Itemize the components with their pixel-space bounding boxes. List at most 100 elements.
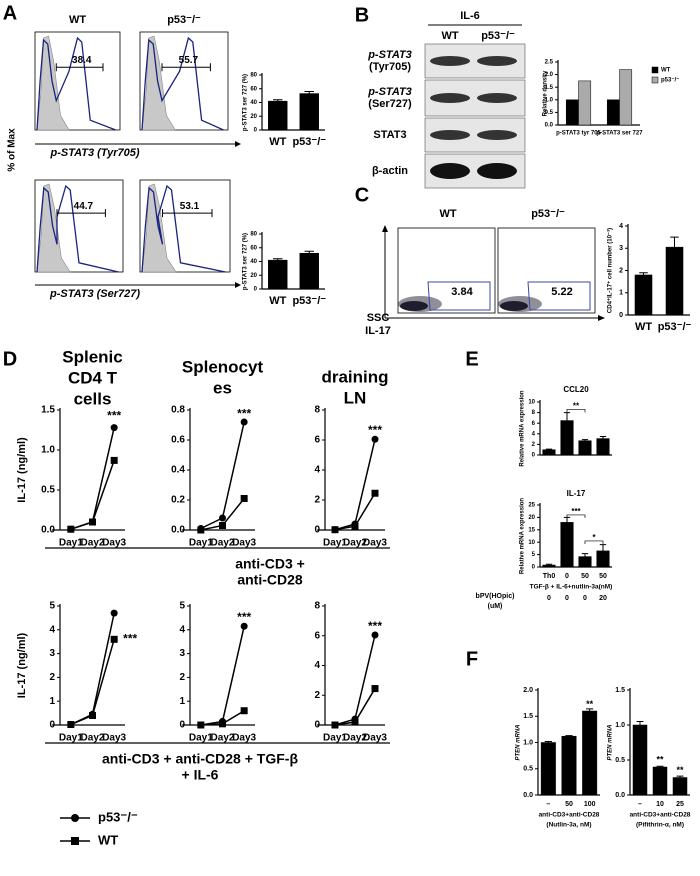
y-tick-label: 5 — [179, 601, 185, 612]
significance: *** — [107, 409, 121, 423]
series-line — [70, 612, 115, 726]
x-tick-label: WT — [269, 295, 286, 307]
x-tick-label: 100 — [584, 801, 596, 808]
point — [110, 424, 118, 432]
blot-band — [430, 130, 470, 140]
bar — [299, 253, 319, 290]
y-tick-label: 1.0 — [545, 97, 554, 103]
significance: ** — [573, 402, 580, 411]
x-tick-label: Day1 — [59, 733, 83, 744]
x-tick-label: p-STAT3 ser 727 — [596, 131, 643, 137]
y-tick-label: 0 — [532, 453, 536, 459]
point — [371, 489, 379, 497]
axis-title: (Pifithrin-α, nM) — [636, 822, 684, 829]
row-label: (Ser727) — [368, 98, 412, 110]
axis-title: p-STAT3 ser 727 (%) — [243, 233, 249, 290]
error-bar — [545, 563, 553, 566]
point — [240, 622, 248, 630]
x-tick-label: Day1 — [189, 538, 213, 549]
group-label: + IL-6 — [182, 767, 219, 783]
bar — [596, 550, 610, 568]
gate-percent: 3.84 — [451, 286, 473, 298]
gate — [55, 63, 104, 72]
y-tick-label: 3 — [49, 648, 55, 659]
gate — [56, 209, 106, 218]
x-tick-label: Day3 — [363, 538, 387, 549]
legend-label: WT — [661, 68, 671, 74]
x-tick-label: – — [546, 801, 550, 808]
y-tick-label: 0.0 — [41, 525, 55, 536]
x-tick-label: Th0 — [543, 573, 556, 580]
sample-label: p53⁻/⁻ — [167, 14, 201, 26]
y-tick-label: 2 — [532, 442, 536, 448]
error-bar — [636, 721, 644, 725]
chart-title: draining — [321, 367, 388, 386]
treatment-label: IL-6 — [460, 10, 480, 22]
stain-histogram — [36, 36, 116, 131]
gate — [427, 281, 491, 311]
bar — [578, 80, 592, 126]
x-tick-label: Day3 — [102, 538, 126, 549]
significance: *** — [368, 423, 382, 437]
significance: *** — [123, 631, 137, 645]
column-label: WT — [439, 208, 456, 220]
chart-title: IL-17 — [567, 489, 586, 498]
error-bar — [581, 439, 589, 441]
stain-histogram — [141, 184, 226, 273]
y-tick-label: 0.0 — [615, 792, 625, 799]
bar — [665, 246, 684, 316]
y-tick-label: 3 — [619, 245, 623, 252]
bar — [578, 440, 592, 456]
gate-percent: 55.7 — [179, 55, 199, 66]
y-tick-label: 10 — [528, 540, 535, 546]
point — [67, 721, 75, 729]
x-tick-label: p53⁻/⁻ — [292, 136, 326, 148]
x-tick-label: Day2 — [81, 733, 105, 744]
y-tick-label: 0 — [532, 565, 536, 571]
arrow-head — [598, 315, 605, 321]
point — [110, 456, 118, 464]
x-tick-label: WT — [635, 321, 652, 333]
y-tick-label: 1.0 — [41, 445, 55, 456]
gate-percent: 44.7 — [74, 201, 94, 212]
bar — [542, 564, 556, 568]
significance-bracket — [566, 514, 586, 518]
bar — [561, 735, 577, 796]
y-tick-label: 0.2 — [171, 495, 185, 506]
error-bar — [676, 775, 684, 778]
legend-swatch — [651, 76, 659, 84]
y-tick-label: 4 — [532, 431, 536, 437]
y-tick-label: 4 — [49, 624, 55, 635]
gate — [527, 281, 591, 311]
y-tick-label: 1.5 — [545, 85, 554, 91]
chart-title: es — [213, 378, 232, 397]
arrow-head — [382, 225, 388, 232]
axis-title: p-STAT3 ser 727 (%) — [243, 74, 249, 131]
bar — [652, 766, 668, 796]
x-tick-label: Day1 — [189, 733, 213, 744]
error-bar — [544, 740, 552, 743]
x-tick-label: Day1 — [59, 538, 83, 549]
row-value: 0 — [565, 595, 569, 602]
axis-title: Relative mRNA expression — [520, 390, 526, 466]
blot-band — [477, 56, 517, 66]
gate — [162, 209, 213, 218]
axis-title: anti-CD3+anti-CD28 — [630, 812, 691, 819]
x-tick-label: Day2 — [81, 538, 105, 549]
panel-letter: F — [466, 648, 478, 670]
x-tick-label: p-STAT3 tyr 705 — [556, 131, 601, 137]
y-tick-label: 4 — [314, 465, 320, 476]
y-tick-label: 1.5 — [523, 713, 533, 720]
axis-title: TGF-β + IL-6+nutlin-3a(nM) — [530, 584, 613, 591]
x-tick-label: 50 — [565, 801, 573, 808]
y-tick-label: 0 — [314, 720, 320, 731]
x-tick-label: Day3 — [232, 733, 256, 744]
error-bar — [273, 99, 283, 102]
y-tick-label: 6 — [314, 630, 320, 641]
point — [89, 518, 96, 526]
group-label: anti-CD3 + — [235, 556, 305, 572]
row-label: β-actin — [372, 165, 408, 177]
axis-title: anti-CD3+anti-CD28 — [539, 812, 600, 819]
y-tick-label: 2 — [179, 672, 185, 683]
